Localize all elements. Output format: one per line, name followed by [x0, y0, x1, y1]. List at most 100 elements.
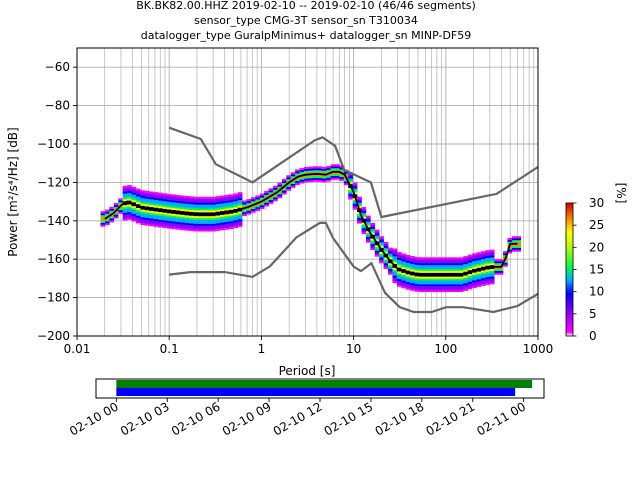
heatmap-cell	[122, 203, 128, 206]
heatmap-cell	[259, 201, 265, 204]
heatmap-cell	[180, 218, 185, 221]
heatmap-cell	[233, 222, 238, 225]
heatmap-cell	[109, 214, 115, 217]
heatmap-cell	[197, 202, 203, 205]
heatmap-cell	[388, 263, 393, 266]
heatmap-cell	[158, 210, 163, 213]
heatmap-cell	[219, 207, 225, 210]
heatmap-cell	[445, 286, 451, 289]
heatmap-cell	[202, 200, 207, 203]
timeline-tick-label: 02-10 09	[220, 399, 274, 438]
heatmap-cell	[113, 206, 119, 209]
heatmap-cell	[197, 223, 203, 226]
y-tick-label: −180	[37, 291, 70, 305]
heatmap-cell	[379, 251, 384, 254]
heatmap-cell	[405, 283, 411, 286]
heatmap-cell	[489, 280, 495, 283]
heatmap-cell	[268, 190, 274, 193]
heatmap-cell	[140, 215, 146, 218]
heatmap-cell	[113, 204, 119, 208]
heatmap-cell	[423, 268, 429, 271]
colorbar-ticks: 0 5 10 15 20 25 30	[573, 196, 604, 343]
heatmap-cell	[326, 177, 331, 180]
heatmap-cell	[507, 241, 513, 244]
heatmap-cell	[237, 197, 243, 201]
heatmap-cell	[193, 213, 199, 217]
heatmap-cell	[242, 212, 247, 215]
heatmap-cell	[432, 289, 437, 293]
heatmap-cell	[405, 274, 411, 277]
heatmap-cell	[467, 256, 473, 259]
heatmap-cell	[494, 272, 499, 275]
heatmap-cell	[361, 216, 367, 219]
heatmap-cell	[197, 206, 203, 209]
heatmap-cell	[401, 286, 407, 289]
heatmap-cell	[374, 229, 380, 232]
heatmap-cell	[458, 278, 464, 281]
heatmap-cell	[144, 223, 150, 226]
heatmap-cell	[334, 175, 340, 178]
heatmap-cell	[144, 217, 150, 220]
heatmap-cell	[215, 221, 221, 224]
heatmap-cell	[396, 280, 402, 283]
heatmap-cell	[104, 221, 110, 224]
heatmap-cell	[184, 222, 190, 225]
heatmap-cell	[144, 202, 150, 205]
heatmap-cell	[171, 215, 177, 218]
heatmap-cell	[436, 286, 442, 289]
heatmap-cell	[206, 208, 212, 211]
heatmap-cell	[419, 282, 424, 285]
heatmap-cell	[273, 193, 278, 196]
heatmap-cell	[472, 253, 477, 256]
heatmap-cell	[516, 249, 522, 252]
heatmap-cell	[476, 259, 482, 263]
heatmap-cell	[379, 257, 384, 260]
heatmap-cell	[396, 255, 402, 258]
heatmap-cell	[503, 253, 508, 256]
x-tick-label: 1	[258, 342, 266, 356]
heatmap-cell	[153, 211, 159, 214]
heatmap-cell	[286, 175, 292, 178]
heatmap-cell	[441, 286, 446, 289]
heatmap-cell	[396, 271, 402, 274]
heatmap-cell	[184, 220, 190, 224]
heatmap-cell	[374, 237, 380, 240]
timeline-tick-label: 02-10 15	[322, 399, 376, 438]
heatmap-cell	[100, 211, 106, 214]
heatmap-cell	[498, 263, 504, 266]
heatmap-cell	[485, 271, 491, 274]
heatmap-cell	[211, 219, 216, 222]
heatmap-cell	[131, 211, 137, 214]
heatmap-cell	[445, 270, 451, 273]
heatmap-cell	[206, 204, 212, 207]
heatmap-cell	[388, 264, 393, 268]
heatmap-cell	[219, 205, 225, 208]
heatmap-cell	[419, 284, 424, 287]
heatmap-cell	[392, 256, 398, 259]
heatmap-cell	[511, 238, 517, 241]
heatmap-cell	[219, 226, 225, 229]
heatmap-cell	[135, 219, 141, 222]
heatmap-cell	[127, 206, 132, 209]
heatmap-cell	[109, 220, 115, 223]
heatmap-cell	[419, 274, 424, 277]
heatmap-cell	[467, 260, 473, 263]
heatmap-cell	[489, 268, 495, 271]
heatmap-cell	[189, 205, 194, 209]
heatmap-cell	[401, 284, 407, 287]
heatmap-cell	[427, 284, 433, 287]
heatmap-cell	[193, 227, 199, 230]
heatmap-cell	[357, 219, 362, 222]
heatmap-cell	[463, 263, 468, 266]
heatmap-cell	[153, 215, 159, 218]
heatmap-cell	[392, 250, 398, 253]
heatmap-cell	[131, 204, 137, 207]
heatmap-cell	[162, 218, 168, 221]
heatmap-cell	[255, 203, 261, 206]
heatmap-cell	[264, 194, 269, 197]
heatmap-cell	[472, 276, 477, 279]
y-tick-label: −140	[37, 214, 70, 228]
heatmap-cell	[436, 289, 442, 293]
heatmap-cell	[432, 280, 437, 283]
